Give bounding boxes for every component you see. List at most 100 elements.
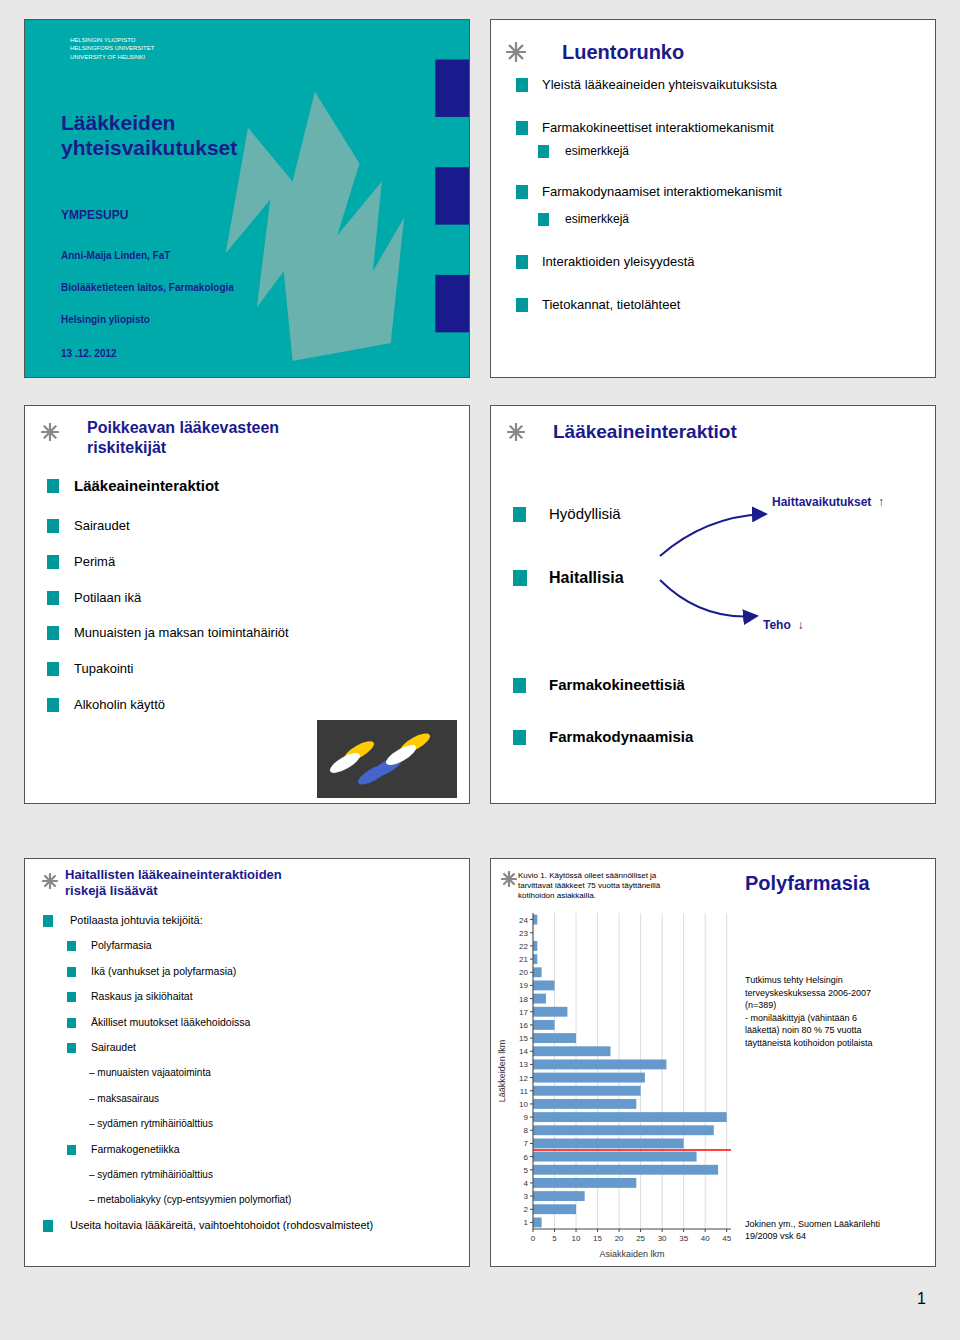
bullet-item: Sairaudet	[74, 518, 130, 534]
bullet-item: Hyödyllisiä	[549, 505, 621, 524]
bar	[533, 1046, 610, 1056]
bullet	[513, 678, 526, 693]
y-tick	[530, 919, 533, 920]
chart: 0510152025303540451234567891011121314151…	[495, 909, 739, 1261]
bar	[533, 1007, 567, 1017]
bullet	[47, 698, 59, 712]
bar	[533, 1178, 636, 1188]
bar	[533, 941, 537, 951]
bar	[533, 994, 546, 1004]
author-line: Anni-Maija Linden, FaT	[61, 250, 170, 263]
grid-line	[683, 913, 684, 1229]
star-icon	[501, 871, 517, 887]
y-tick	[530, 1051, 533, 1052]
bullet	[67, 941, 76, 951]
bar	[533, 1125, 714, 1135]
slide-title: Polyfarmasia	[745, 871, 870, 896]
y-tick-label: 14	[519, 1047, 528, 1056]
y-tick	[530, 998, 533, 999]
x-tick	[726, 1229, 727, 1232]
bullet-item: Yleistä lääkeaineiden yhteisvaikutuksist…	[542, 77, 777, 93]
author-line: Biolääketieteen laitos, Farmakologia	[61, 282, 234, 295]
y-tick	[530, 1064, 533, 1065]
star-icon	[507, 423, 525, 441]
x-tick	[533, 1229, 534, 1232]
bullet-item: Farmakokineettiset interaktiomekanismit	[542, 120, 774, 136]
reference: Jokinen ym., Suomen Lääkärilehti 19/2009…	[745, 1219, 880, 1242]
y-tick-label: 21	[519, 955, 528, 964]
slide: Haitallisten lääkeaineinteraktioiden ris…	[24, 858, 470, 1267]
y-tick	[530, 945, 533, 946]
chart-title: Kuvio 1. Käytössä olleet säännölliset ja…	[518, 871, 660, 901]
bullet-item: Munuaisten ja maksan toimintahäiriöt	[74, 625, 289, 641]
y-tick	[530, 1130, 533, 1131]
y-tick-label: 19	[519, 981, 528, 990]
x-tick-label: 40	[701, 1234, 710, 1243]
bullet-item: Tietokannat, tietolähteet	[542, 297, 680, 313]
y-tick-label: 20	[519, 968, 528, 977]
y-tick	[530, 1143, 533, 1144]
bullet-item: – sydämen rytmihäiriöalttius	[89, 1169, 213, 1182]
bullet-item: esimerkkejä	[565, 212, 629, 227]
bullet-item: Perimä	[74, 554, 115, 570]
bullet	[513, 570, 527, 586]
y-tick	[530, 1103, 533, 1104]
y-tick	[530, 1024, 533, 1025]
logo-text: HELSINGIN YLIOPISTO HELSINGFORS UNIVERSI…	[70, 36, 154, 61]
bullet	[43, 1220, 53, 1232]
bullet-item: Tupakointi	[74, 661, 134, 677]
y-tick	[530, 1196, 533, 1197]
bullet	[538, 213, 549, 226]
bullet-item: Interaktioiden yleisyydestä	[542, 254, 694, 270]
bullet	[47, 662, 59, 676]
bullet	[538, 145, 549, 158]
bullet-item: Farmakodynaamisia	[549, 728, 693, 747]
bullet-item: Ikä (vanhukset ja polyfarmasia)	[91, 965, 236, 978]
bullet-item: Äkilliset muutokset lääkehoidoissa	[91, 1016, 250, 1029]
bullet	[516, 255, 528, 269]
bullet-item: Alkoholin käyttö	[74, 697, 165, 713]
y-tick-label: 23	[519, 929, 528, 938]
slide-title: Luentorunko	[562, 40, 684, 65]
bullet-item: Useita hoitavia lääkäreitä, vaihtoehtoho…	[70, 1219, 373, 1233]
y-tick-label: 1	[524, 1218, 529, 1227]
x-tick-label: 30	[658, 1234, 667, 1243]
y-tick-label: 4	[524, 1179, 529, 1188]
bullet-item: Farmakokineettisiä	[549, 676, 685, 695]
bar	[533, 1165, 718, 1175]
bullet-item: Haitallisia	[549, 568, 624, 588]
y-tick-label: 15	[519, 1034, 528, 1043]
bar	[533, 967, 542, 977]
bullet-item: Raskaus ja sikiöhaitat	[91, 991, 193, 1004]
y-tick-label: 7	[524, 1139, 529, 1148]
y-tick	[530, 1182, 533, 1183]
bullet	[67, 1018, 76, 1028]
y-tick	[530, 1156, 533, 1157]
bar	[533, 1112, 727, 1122]
bullet	[43, 915, 53, 927]
x-tick-label: 20	[615, 1234, 624, 1243]
bullet-item: Polyfarmasia	[91, 940, 152, 953]
bullet-item: – maksasairaus	[89, 1093, 159, 1106]
slide-title: Lääkkeiden yhteisvaikutukset	[61, 110, 237, 160]
x-tick	[662, 1229, 663, 1232]
x-tick	[576, 1229, 577, 1232]
x-tick	[554, 1229, 555, 1232]
x-tick-label: 15	[593, 1234, 602, 1243]
bullet-item: Potilaan ikä	[74, 590, 141, 606]
y-tick-label: 17	[519, 1008, 528, 1017]
y-tick-label: 9	[524, 1113, 529, 1122]
bar	[533, 1152, 697, 1162]
bar	[533, 1099, 636, 1109]
x-tick-label: 10	[572, 1234, 581, 1243]
bar	[533, 1191, 585, 1201]
bullet	[47, 555, 59, 569]
y-tick-label: 11	[520, 1087, 529, 1096]
slide-title: Poikkeavan lääkevasteen riskitekijät	[87, 418, 279, 458]
bar	[533, 1217, 542, 1227]
bullet	[516, 121, 528, 135]
page-number: 1	[917, 1290, 926, 1308]
y-tick-label: 13	[519, 1060, 528, 1069]
x-tick	[619, 1229, 620, 1232]
x-tick	[597, 1229, 598, 1232]
